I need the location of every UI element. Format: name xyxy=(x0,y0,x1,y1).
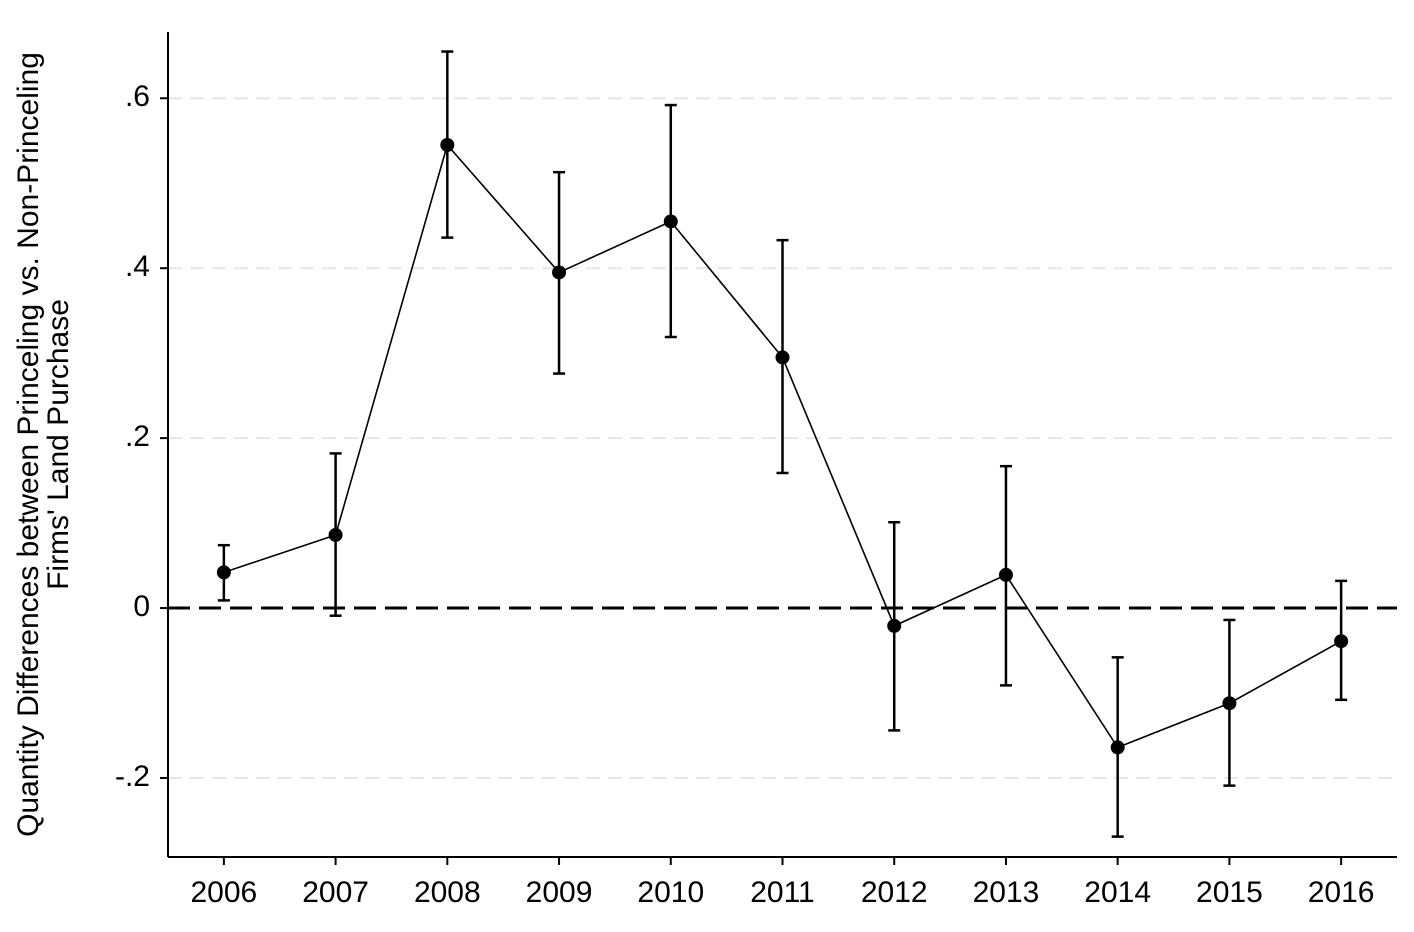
x-tick-label: 2014 xyxy=(1084,876,1151,909)
y-tick-label: 0 xyxy=(133,590,150,623)
x-tick-label: 2008 xyxy=(414,876,481,909)
y-tick-label: .4 xyxy=(125,250,150,283)
point xyxy=(775,350,790,365)
y-axis-title: Quantity Differences between Princeling … xyxy=(12,52,75,837)
point xyxy=(216,565,231,580)
x-tick-label: 2009 xyxy=(526,876,593,909)
point xyxy=(552,265,567,280)
x-tick-label: 2013 xyxy=(973,876,1040,909)
y-axis-title-line: Firms' Land Purchase xyxy=(42,299,75,590)
x-tick-label: 2012 xyxy=(861,876,928,909)
point xyxy=(998,567,1013,582)
x-tick-label: 2010 xyxy=(637,876,704,909)
point xyxy=(1334,634,1349,649)
point xyxy=(663,214,678,229)
point xyxy=(887,618,902,633)
y-axis-title-line: Quantity Differences between Princeling … xyxy=(12,52,45,837)
x-tick-label: 2006 xyxy=(190,876,257,909)
point xyxy=(1110,740,1125,755)
point xyxy=(1222,696,1237,711)
x-tick-label: 2016 xyxy=(1308,876,1375,909)
y-tick-label: .6 xyxy=(125,80,150,113)
x-tick-label: 2011 xyxy=(750,876,815,909)
point xyxy=(440,138,455,153)
x-tick-label: 2015 xyxy=(1196,876,1263,909)
point xyxy=(328,527,343,542)
y-tick-label: .2 xyxy=(125,420,150,453)
x-tick-label: 2007 xyxy=(302,876,369,909)
y-tick-label: -.2 xyxy=(115,760,150,793)
